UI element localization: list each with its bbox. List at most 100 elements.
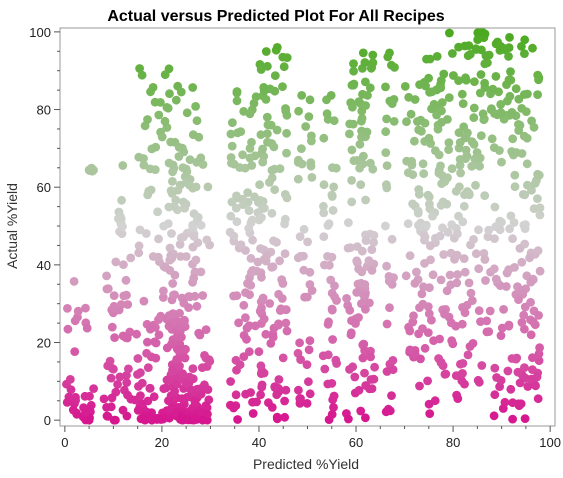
data-point [414, 189, 424, 199]
data-point [258, 293, 268, 303]
data-point [361, 195, 370, 205]
data-point [443, 227, 453, 237]
data-point [463, 350, 473, 360]
data-point [295, 232, 305, 242]
data-point [356, 406, 366, 416]
data-point [363, 91, 372, 100]
data-point [423, 376, 432, 386]
data-point [354, 385, 364, 395]
data-point [504, 265, 514, 274]
data-point [280, 214, 290, 224]
data-point [268, 332, 278, 342]
data-point [512, 353, 522, 363]
data-point [282, 326, 292, 336]
data-point [467, 161, 477, 171]
data-point [248, 409, 258, 418]
data-point [405, 326, 415, 336]
data-point [106, 373, 116, 383]
data-point [437, 106, 446, 116]
data-point [323, 379, 333, 389]
data-point [475, 88, 485, 98]
data-point [279, 62, 289, 72]
data-point [166, 186, 176, 196]
data-point [135, 64, 145, 73]
data-point [307, 136, 316, 146]
data-point [410, 279, 420, 288]
data-point [248, 397, 257, 407]
data-point [434, 150, 444, 160]
data-point [505, 224, 514, 234]
data-point [423, 328, 433, 337]
data-point [346, 328, 356, 338]
data-point [302, 399, 312, 408]
data-point [387, 234, 397, 244]
data-point [510, 170, 520, 180]
data-point [332, 359, 341, 368]
data-point [245, 153, 255, 163]
data-point [520, 324, 529, 334]
data-point [304, 345, 314, 355]
data-point [177, 143, 187, 153]
data-point [278, 353, 288, 363]
data-point [304, 377, 313, 387]
data-point [344, 218, 353, 228]
data-point [278, 82, 287, 91]
data-point [347, 197, 357, 207]
data-point [281, 318, 291, 328]
y-axis: 0 20 40 60 80 100 [29, 25, 60, 428]
data-point [534, 73, 544, 83]
data-point [162, 375, 172, 385]
data-point [63, 304, 72, 313]
data-point [407, 156, 417, 166]
data-point [269, 142, 279, 152]
data-point [137, 70, 147, 80]
data-point [364, 256, 374, 266]
data-point [168, 160, 178, 170]
data-point [180, 353, 190, 363]
data-point [263, 120, 273, 130]
data-point [347, 145, 357, 155]
data-point [257, 380, 267, 390]
data-point [481, 51, 491, 61]
data-point [88, 165, 98, 175]
data-point [489, 264, 499, 274]
data-point [413, 206, 423, 216]
data-point [342, 294, 351, 303]
data-point [415, 222, 424, 232]
data-point [143, 115, 152, 124]
data-point [163, 103, 173, 113]
data-point [329, 391, 339, 401]
data-point [445, 28, 454, 38]
data-point [301, 122, 311, 131]
data-point [509, 218, 519, 227]
data-point [504, 52, 513, 61]
data-point [158, 414, 168, 424]
data-point [82, 323, 92, 333]
data-point [400, 82, 410, 91]
data-point [526, 330, 536, 340]
data-point [444, 145, 453, 155]
data-point [184, 303, 194, 312]
data-point [435, 231, 445, 241]
data-point [265, 178, 274, 187]
data-point [146, 324, 155, 334]
data-point [361, 236, 371, 246]
data-point [102, 271, 111, 281]
data-point [526, 277, 536, 287]
data-point [278, 52, 288, 62]
data-point [403, 219, 413, 229]
data-point [510, 182, 520, 192]
data-point [122, 378, 132, 387]
data-point [531, 381, 540, 391]
data-point [244, 223, 254, 233]
data-point [508, 398, 518, 408]
data-point [347, 176, 356, 185]
data-point [305, 267, 315, 277]
data-point [416, 115, 426, 125]
data-point [319, 201, 328, 211]
data-point [520, 414, 530, 423]
data-point [236, 127, 246, 136]
data-point [500, 397, 510, 407]
data-point [305, 389, 315, 399]
data-point [197, 363, 207, 372]
